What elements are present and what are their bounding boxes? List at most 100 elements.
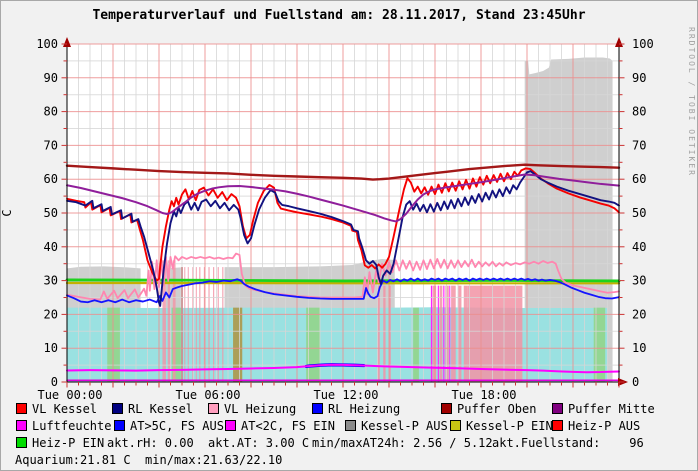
legend-label: Puffer Oben [457,402,537,416]
stripe-area [187,267,189,382]
legend-item-rl-heizung: RL Heizung [312,403,400,416]
stripe-area [443,285,445,382]
legend-item-heiz-p-ein: Heiz-P EIN [16,437,104,450]
x-tick-label: Tue 12:00 [313,388,378,402]
y-tick-label-right: 10 [632,341,646,355]
legend-label: akt.AT: 3.00 C [208,436,310,450]
series-puffer-mitte [66,173,620,223]
legend-item-kessel-p-aus: Kessel-P AUS [345,420,448,433]
y-axis-arrow-right [615,37,623,47]
stripe-area [213,267,215,382]
y-tick-label-right: 80 [632,105,646,119]
kesselp-aus-area-tall [524,57,613,383]
legend-swatch-heiz-p-aus [552,420,563,431]
legend-stat-min-maxat24h-2-56-5-12: min/maxAT24h: 2.56 / 5.12 [312,437,493,450]
y-tick-label: 100 [36,37,58,51]
grid-lines [67,43,619,382]
legend-swatch-at-2c-fs-ein [225,420,236,431]
stripe-area [439,285,443,382]
stripe-area [203,267,205,382]
legend-label: Puffer Mitte [568,402,655,416]
legend-stat-akt-at-3-00-c: akt.AT: 3.00 C [208,437,309,450]
stripe-area [451,285,456,382]
legend-label: Heiz-P EIN [32,436,105,450]
graph-title: Temperaturverlauf und Fuellstand am: 28.… [92,8,586,23]
series-at-magenta [66,363,620,374]
y-tick-label: 20 [44,307,58,321]
legend-label: Heiz-P AUS [568,419,641,433]
legend-swatch-vl-kessel [16,403,27,414]
legend-label: akt.Fuellstand: 96 [492,436,644,450]
stripe-area [222,267,224,382]
stripe-area [192,267,194,382]
stripe-area [199,267,201,382]
legend-label: RL Kessel [128,402,194,416]
stripe-area [195,267,197,382]
y-tick-label-right: 20 [632,307,646,321]
legend-label: min/maxAT24h: 2.56 / 5.12 [312,436,493,450]
legend-item-vl-heizung: VL Heizung [208,403,296,416]
legend-swatch-rl-heizung [312,403,323,414]
stripe-area [449,285,451,382]
legend-label: RL Heizung [328,402,401,416]
y-tick-label-right: 70 [632,138,646,152]
y-tick-label: 0 [51,375,58,389]
stripe-area [383,285,386,382]
legend-swatch-kessel-p-aus [345,420,356,431]
series-puffer-oben [65,163,621,181]
stripe-area [458,285,462,382]
y-tick-label: 50 [44,206,58,220]
x-tick-label: Tue 06:00 [175,388,240,402]
x-tick-label: Tue 18:00 [451,388,516,402]
chart-canvas: 0 0 10 10 20 20 30 30 40 40 50 50 60 60 70 70 80 80 90 90 10… [1,37,654,402]
legend-stat-akt-fuellstand-96: akt.Fuellstand: 96 [492,437,644,450]
stripe-area [233,307,243,382]
y-tick-label: 30 [44,274,58,288]
legend-label: Kessel-P AUS [361,419,448,433]
stripe-area [593,307,606,382]
series-rl-kessel [66,170,620,307]
legend-label: AT>5C, FS AUS [130,419,224,433]
stripe-area [208,267,210,382]
y-axis-label: C [1,209,14,216]
stripe-area [430,285,433,382]
legend-label: akt.rH: 0.00 [107,436,194,450]
stripe-area [467,285,523,382]
y-tick-label: 80 [44,105,58,119]
y-tick-label-right: 90 [632,71,646,85]
chart-legend: VL Kessel RL Kessel VL Heizung RL Heizung Pu… [1,402,697,469]
stripe-area [167,260,171,382]
stripe-area [437,285,439,382]
stripe-area [445,285,449,382]
legend-item-at-2c-fs-ein: AT<2C, FS EIN [225,420,335,433]
legend-item-at-5c-fs-aus: AT>5C, FS AUS [114,420,224,433]
y-tick-label-right: 40 [632,240,646,254]
legend-swatch-kessel-p-ein [450,420,461,431]
legend-swatch-luftfeuchte [16,420,27,431]
legend-label: VL Heizung [224,402,297,416]
stripe-area [389,285,391,382]
y-tick-label-right: 30 [632,274,646,288]
stripe-area [172,260,176,382]
legend-item-puffer-mitte: Puffer Mitte [552,403,655,416]
legend-label: AT<2C, FS EIN [241,419,335,433]
y-tick-label-right: 50 [632,206,646,220]
y-tick-label: 10 [44,341,58,355]
legend-item-rl-kessel: RL Kessel [112,403,193,416]
y-tick-label: 60 [44,172,58,186]
legend-item-luftfeuchte: Luftfeuchte [16,420,111,433]
legend-swatch-heiz-p-ein [16,437,27,448]
stripe-area [432,285,437,382]
legend-swatch-rl-kessel [112,403,123,414]
y-tick-label-right: 100 [632,37,654,51]
legend-label: Aquarium:21.81 C min/max:21.63/22.10 [15,453,283,467]
rrdtool-watermark: RRDTOOL / TOBI OETIKER [687,27,696,177]
y-axis-arrow [63,37,71,47]
stripe-area [184,267,186,382]
stripe-area [171,307,181,382]
y-tick-label-right: 0 [632,375,639,389]
stripe-area [162,260,166,382]
legend-swatch-at-5c-fs-aus [114,420,125,431]
legend-label: Luftfeuchte [32,419,112,433]
